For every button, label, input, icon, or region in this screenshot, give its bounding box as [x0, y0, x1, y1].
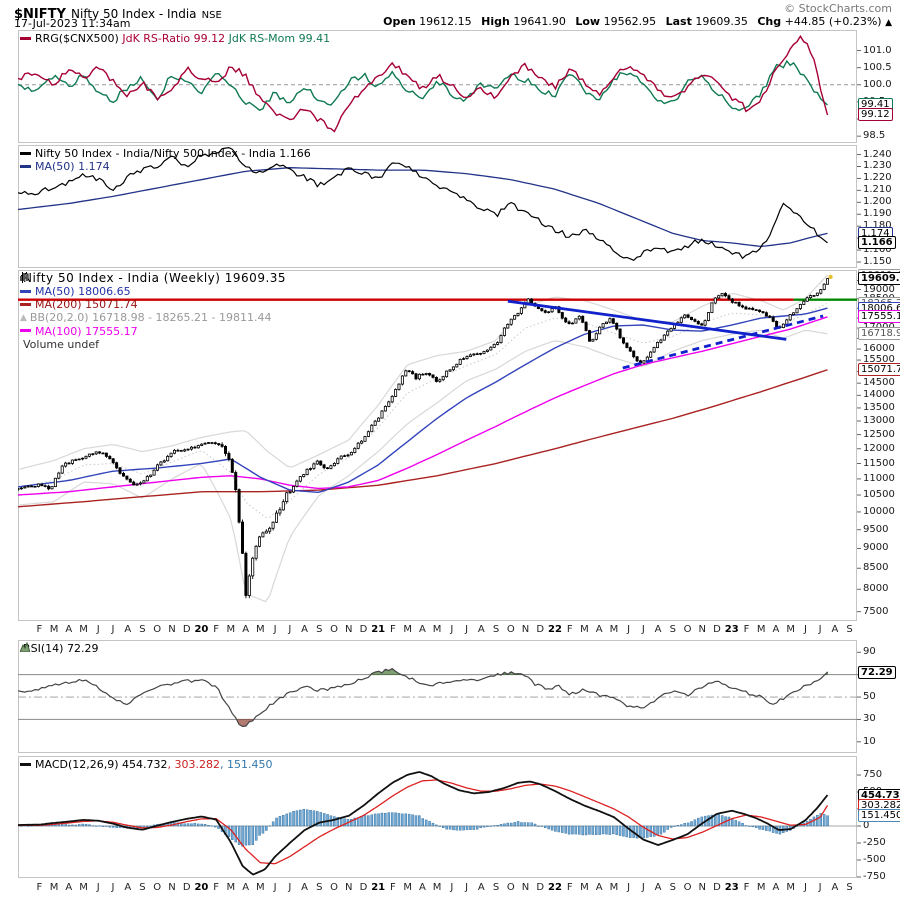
stockcharts-chart-page: { "header": { "symbol": "$NIFTY", "name"… [14, 2, 900, 893]
chart-canvas [18, 30, 861, 878]
